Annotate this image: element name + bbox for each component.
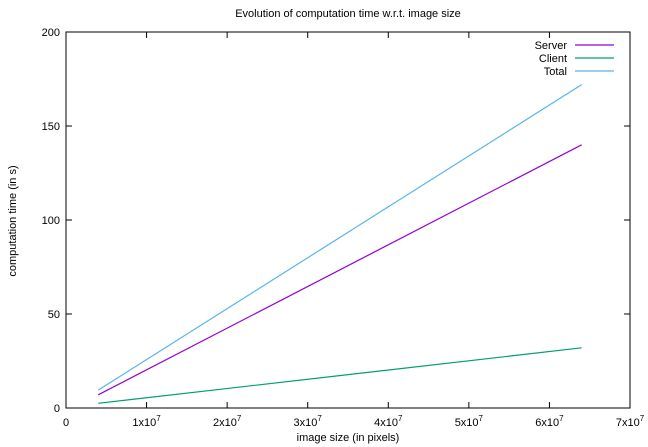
x-axis-label: image size (in pixels): [297, 432, 400, 444]
x-tick-label: 6x107: [535, 414, 564, 429]
series-line-server: [97, 144, 582, 396]
y-tick-label: 0: [54, 403, 60, 415]
x-tick-label: 2x107: [213, 414, 242, 429]
y-tick-label: 150: [42, 121, 60, 133]
legend-label-total: Total: [544, 66, 567, 78]
x-tick-label: 4x107: [374, 414, 403, 429]
y-tick-label: 100: [42, 215, 60, 227]
legend-label-client: Client: [539, 53, 567, 65]
y-tick-label: 50: [48, 309, 60, 321]
chart-title: Evolution of computation time w.r.t. ima…: [235, 8, 461, 20]
legend-label-server: Server: [535, 40, 568, 52]
x-tick-label: 0: [63, 417, 69, 429]
x-tick-label: 1x107: [132, 414, 161, 429]
series-line-total: [97, 84, 582, 391]
series-line-client: [98, 347, 582, 404]
x-tick-label: 5x107: [455, 414, 484, 429]
axis-ticks: 0 50 100 150 200 0 1x107 2x107 3x107 4x107 5x107 6x…: [42, 27, 645, 429]
x-tick-label: 3x107: [294, 414, 323, 429]
y-tick-label: 200: [42, 27, 60, 39]
x-tick-label: 7x107: [616, 414, 645, 429]
series-lines: [97, 84, 582, 404]
y-axis-label: computation time (in s): [7, 165, 19, 276]
